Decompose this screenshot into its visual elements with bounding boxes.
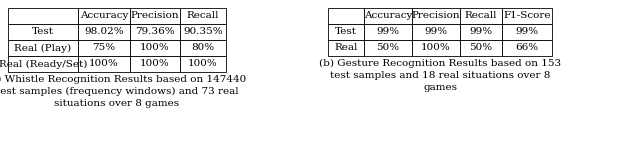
Text: Test: Test	[335, 28, 357, 37]
Text: Precision: Precision	[131, 12, 179, 21]
Text: 99%: 99%	[515, 28, 539, 37]
Bar	[130, 8, 180, 24]
Text: Precision: Precision	[412, 12, 460, 21]
Bar	[78, 24, 130, 40]
Text: 99%: 99%	[376, 28, 399, 37]
Bar	[460, 24, 502, 40]
Text: 66%: 66%	[515, 44, 539, 53]
Text: test samples and 18 real situations over 8: test samples and 18 real situations over…	[330, 71, 550, 80]
Bar	[8, 24, 78, 40]
Bar	[412, 8, 460, 24]
Text: Recall: Recall	[187, 12, 220, 21]
Bar	[328, 24, 364, 40]
Text: 80%: 80%	[191, 44, 214, 53]
Text: Recall: Recall	[465, 12, 497, 21]
Text: 90.35%: 90.35%	[183, 28, 223, 37]
Text: 99%: 99%	[424, 28, 447, 37]
Bar	[502, 24, 552, 40]
Text: 99%: 99%	[469, 28, 493, 37]
Bar	[364, 8, 412, 24]
Bar	[78, 8, 130, 24]
Bar	[460, 40, 502, 56]
Bar	[180, 24, 226, 40]
Bar	[78, 40, 130, 56]
Text: Test: Test	[32, 28, 54, 37]
Text: 75%: 75%	[92, 44, 116, 53]
Text: Real: Real	[334, 44, 358, 53]
Text: Accuracy: Accuracy	[364, 12, 412, 21]
Bar	[502, 8, 552, 24]
Text: 100%: 100%	[140, 59, 170, 69]
Text: 100%: 100%	[140, 44, 170, 53]
Text: 100%: 100%	[421, 44, 451, 53]
Text: (b) Gesture Recognition Results based on 153: (b) Gesture Recognition Results based on…	[319, 59, 561, 68]
Bar	[180, 56, 226, 72]
Bar	[8, 56, 78, 72]
Bar	[130, 56, 180, 72]
Bar	[460, 8, 502, 24]
Text: test samples (frequency windows) and 73 real: test samples (frequency windows) and 73 …	[0, 87, 238, 96]
Bar	[502, 40, 552, 56]
Text: 100%: 100%	[188, 59, 218, 69]
Text: 50%: 50%	[469, 44, 493, 53]
Text: F1-Score: F1-Score	[503, 12, 551, 21]
Bar	[8, 8, 78, 24]
Text: 79.36%: 79.36%	[135, 28, 175, 37]
Text: 100%: 100%	[89, 59, 119, 69]
Text: 98.02%: 98.02%	[84, 28, 124, 37]
Bar	[180, 8, 226, 24]
Bar	[412, 40, 460, 56]
Text: Accuracy: Accuracy	[80, 12, 128, 21]
Text: games: games	[423, 83, 457, 92]
Bar	[328, 40, 364, 56]
Bar	[78, 56, 130, 72]
Bar	[180, 40, 226, 56]
Bar	[328, 8, 364, 24]
Text: (a) Whistle Recognition Results based on 147440: (a) Whistle Recognition Results based on…	[0, 75, 246, 84]
Bar	[412, 24, 460, 40]
Text: 50%: 50%	[376, 44, 399, 53]
Text: Real (Ready/Set): Real (Ready/Set)	[0, 59, 87, 69]
Bar	[130, 24, 180, 40]
Bar	[364, 24, 412, 40]
Text: situations over 8 games: situations over 8 games	[54, 99, 180, 108]
Bar	[8, 40, 78, 56]
Bar	[130, 40, 180, 56]
Text: Real (Play): Real (Play)	[15, 43, 72, 53]
Bar	[364, 40, 412, 56]
